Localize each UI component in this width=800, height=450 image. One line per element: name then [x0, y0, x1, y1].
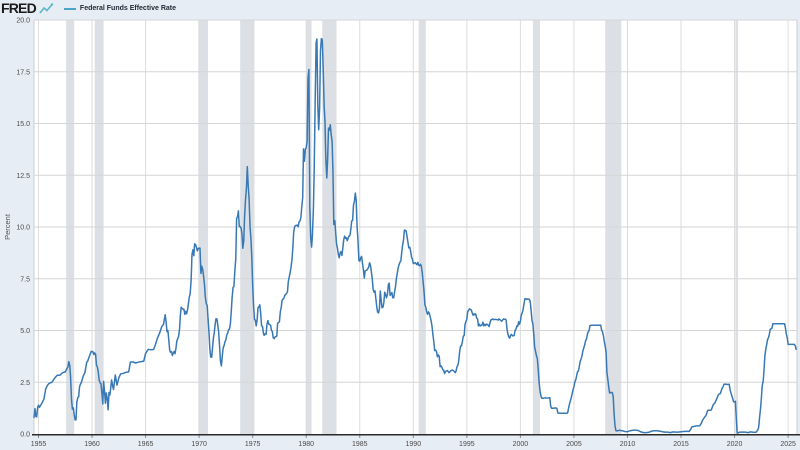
- y-axis-title: Percent: [3, 213, 12, 240]
- y-tick-label: 5.0: [20, 328, 30, 335]
- x-tick-label: 1970: [191, 441, 207, 448]
- x-tick-label: 2010: [620, 441, 636, 448]
- y-tick-label: 0.0: [20, 432, 30, 439]
- x-tick-label: 2005: [566, 441, 582, 448]
- x-tick-label: 1965: [138, 441, 154, 448]
- series-line[interactable]: [33, 37, 797, 434]
- x-tick-label: 2000: [513, 441, 529, 448]
- legend: Federal Funds Effective Rate: [63, 5, 177, 12]
- y-tick-label: 2.5: [20, 380, 30, 387]
- x-tick-label: 2020: [727, 441, 743, 448]
- chart-header: FRED Federal Funds Effective Rate: [1, 0, 176, 16]
- x-tick-label: 1995: [459, 441, 475, 448]
- fred-logo-chart-icon: [39, 3, 54, 14]
- fred-logo[interactable]: FRED: [1, 0, 37, 16]
- x-tick-label: 1980: [298, 441, 314, 448]
- y-tick-label: 20.0: [16, 18, 30, 25]
- y-tick-label: 7.5: [20, 276, 30, 283]
- y-tick-label: 10.0: [16, 225, 30, 232]
- y-tick-label: 12.5: [16, 173, 30, 180]
- x-tick-label: 1990: [406, 441, 422, 448]
- x-tick-label: 2025: [780, 441, 796, 448]
- legend-series-label: Federal Funds Effective Rate: [79, 5, 177, 12]
- x-tick-label: 1975: [245, 441, 261, 448]
- y-tick-label: 17.5: [16, 69, 30, 76]
- y-tick-label: 15.0: [16, 121, 30, 128]
- x-tick-label: 1985: [352, 441, 368, 448]
- legend-line-swatch-icon: [63, 7, 76, 10]
- x-tick-label: 1960: [84, 441, 100, 448]
- x-tick-label: 1955: [31, 441, 47, 448]
- x-tick-label: 2015: [673, 441, 689, 448]
